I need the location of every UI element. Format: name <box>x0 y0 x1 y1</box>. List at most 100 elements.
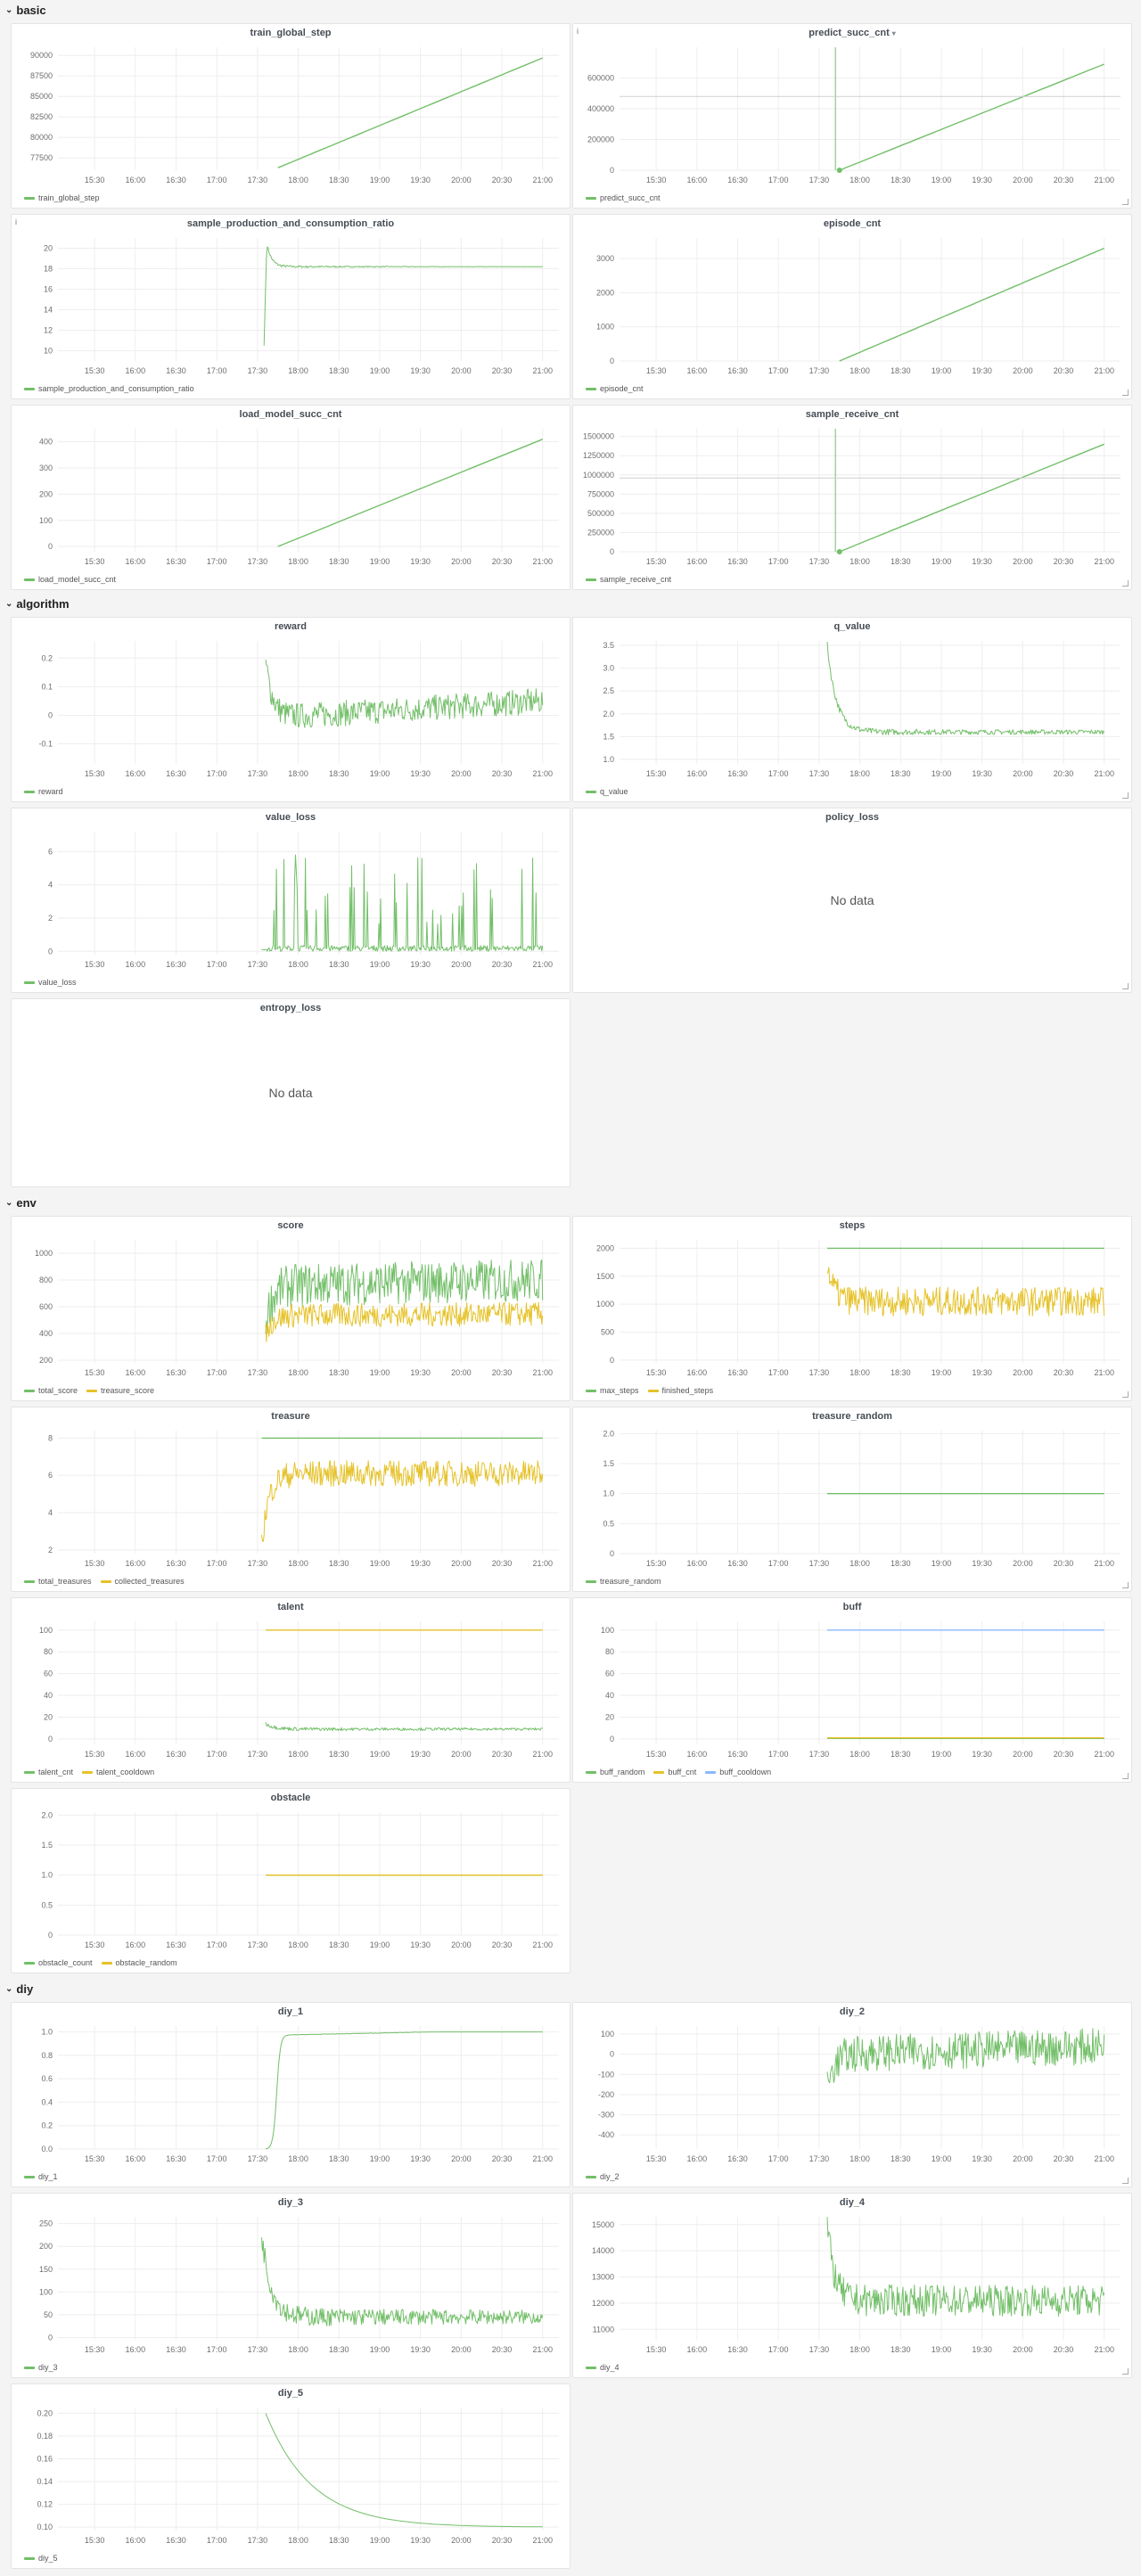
panel-title[interactable]: predict_succ_cnt ▾ <box>573 28 1131 42</box>
legend-item-reward[interactable]: reward <box>24 787 63 796</box>
chart-value_loss[interactable]: 6 4 2 0 15:30 16:00 16:30 17:00 17:30 18:00 18:30 1… <box>12 808 571 976</box>
legend-item-predict_succ_cnt[interactable]: predict_succ_cnt <box>586 193 661 202</box>
legend-item-diy_4[interactable]: diy_4 <box>586 2363 620 2372</box>
series-line-collected_treasures[interactable] <box>261 1460 544 1542</box>
panel-talent[interactable]: talent 100 80 60 40 20 0 15:30 16:00 16:30 17:00 17… <box>11 1597 570 1783</box>
chart-episode_cnt[interactable]: 3000 2000 1000 0 15:30 16:00 16:30 17:00 17:30 18… <box>573 215 1133 382</box>
series-line-predict_succ_cnt[interactable] <box>839 63 1104 171</box>
legend-item-train_global_step[interactable]: train_global_step <box>24 193 100 202</box>
panel-title[interactable]: value_loss <box>12 812 570 826</box>
panel-treasure[interactable]: treasure 8 6 4 2 15:30 16:00 16:30 17:00 17:30 18:… <box>11 1407 570 1592</box>
panel-title[interactable]: diy_1 <box>12 2006 570 2021</box>
panel-obstacle[interactable]: obstacle 2.0 1.5 1.0 0.5 0 15:30 16:00 16:30 17:0… <box>11 1788 570 1973</box>
panel-title[interactable]: load_model_succ_cnt <box>12 409 570 423</box>
legend-item-obstacle_random[interactable]: obstacle_random <box>101 1958 177 1967</box>
chart-diy_1[interactable]: 1.0 0.8 0.6 0.4 0.2 0.0 15:30 16:00 16:30 17:00 17… <box>12 2003 571 2170</box>
legend-item-diy_3[interactable]: diy_3 <box>24 2363 58 2372</box>
panel-q_value[interactable]: q_value 3.5 3.0 2.5 2.0 1.5 1.0 15:30 16:00 16:30… <box>572 617 1132 802</box>
series-line-value_loss[interactable] <box>261 854 544 952</box>
panel-reward[interactable]: reward 0.2 0.1 0 -0.1 15:30 16:00 16:30 17:00 17:… <box>11 617 570 802</box>
resize-handle-icon[interactable] <box>1122 1391 1129 1398</box>
panel-title[interactable]: score <box>12 1220 570 1235</box>
legend-item-collected_treasures[interactable]: collected_treasures <box>100 1577 185 1586</box>
panel-title[interactable]: reward <box>12 621 570 636</box>
panel-title[interactable]: sample_production_and_consumption_ratio <box>12 218 570 233</box>
series-line-treasure_score[interactable] <box>265 1301 544 1342</box>
chart-treasure[interactable]: 8 6 4 2 15:30 16:00 16:30 17:00 17:30 18:00 18:30 1… <box>12 1407 571 1575</box>
row-header-algorithm[interactable]: ⌄ algorithm <box>5 595 70 611</box>
legend-item-diy_1[interactable]: diy_1 <box>24 2172 58 2181</box>
resize-handle-icon[interactable] <box>1122 1582 1129 1588</box>
legend-item-sample_production_and_consumption_ratio[interactable]: sample_production_and_consumption_ratio <box>24 384 194 393</box>
legend-item-sample_receive_cnt[interactable]: sample_receive_cnt <box>586 575 671 584</box>
resize-handle-icon[interactable] <box>1122 2178 1129 2184</box>
legend-item-talent_cooldown[interactable]: talent_cooldown <box>82 1768 154 1776</box>
legend-item-episode_cnt[interactable]: episode_cnt <box>586 384 644 393</box>
legend-item-treasure_random[interactable]: treasure_random <box>586 1577 661 1586</box>
chart-q_value[interactable]: 3.5 3.0 2.5 2.0 1.5 1.0 15:30 16:00 16:30 17:00 17… <box>573 618 1133 785</box>
panel-sample_production_and_consumption_ratio[interactable]: sample_production_and_consumption_ratio i… <box>11 214 570 399</box>
panel-title[interactable]: buff <box>573 1602 1131 1616</box>
series-line-diy_4[interactable] <box>826 2217 1105 2318</box>
series-line-finished_steps[interactable] <box>826 1267 1105 1317</box>
panel-title[interactable]: entropy_loss <box>12 1003 570 1017</box>
series-line-q_value[interactable] <box>826 642 1105 735</box>
legend-item-finished_steps[interactable]: finished_steps <box>647 1386 713 1395</box>
panel-load_model_succ_cnt[interactable]: load_model_succ_cnt 400 300 200 100 0 15:30 16:… <box>11 405 570 590</box>
chart-treasure_random[interactable]: 2.0 1.5 1.0 0.5 0 15:30 16:00 16:30 17:00 17:30 18… <box>573 1407 1133 1575</box>
panel-predict_succ_cnt[interactable]: predict_succ_cnt ▾ i 600000 400000 200000 0 15:… <box>572 23 1132 209</box>
panel-score[interactable]: score 1000 800 600 400 200 15:30 16:00 16:30 17:0… <box>11 1216 570 1401</box>
chart-sample_receive_cnt[interactable]: 1500000 1250000 1000000 750000 500000 250000 0… <box>573 406 1133 573</box>
panel-policy_loss[interactable]: policy_loss No data <box>572 808 1132 993</box>
panel-sample_receive_cnt[interactable]: sample_receive_cnt 1500000 1250000 1000000 7… <box>572 405 1132 590</box>
chart-talent[interactable]: 100 80 60 40 20 0 15:30 16:00 16:30 17:00 17:30 18:… <box>12 1598 571 1766</box>
resize-handle-icon[interactable] <box>1122 983 1129 989</box>
resize-handle-icon[interactable] <box>1122 1773 1129 1779</box>
series-line-diy_5[interactable] <box>265 2413 543 2528</box>
panel-episode_cnt[interactable]: episode_cnt 3000 2000 1000 0 15:30 16:00 16:30 1… <box>572 214 1132 399</box>
panel-title[interactable]: sample_receive_cnt <box>573 409 1131 423</box>
resize-handle-icon[interactable] <box>1122 2368 1129 2375</box>
legend-item-buff_cooldown[interactable]: buff_cooldown <box>705 1768 771 1776</box>
legend-item-buff_cnt[interactable]: buff_cnt <box>653 1768 696 1776</box>
row-header-diy[interactable]: ⌄ diy <box>5 1981 33 1997</box>
legend-item-treasure_score[interactable]: treasure_score <box>86 1386 154 1395</box>
chart-predict_succ_cnt[interactable]: 600000 400000 200000 0 15:30 16:00 16:30 17:00 1… <box>573 24 1133 192</box>
panel-diy_2[interactable]: diy_2 100 0 -100 -200 -300 -400 15:30 16:00 16:30… <box>572 2002 1132 2187</box>
panel-title[interactable]: diy_5 <box>12 2388 570 2402</box>
chart-steps[interactable]: 2000 1500 1000 500 0 15:30 16:00 16:30 17:00 17:3… <box>573 1217 1133 1384</box>
panel-entropy_loss[interactable]: entropy_loss No data <box>11 998 570 1187</box>
panel-diy_5[interactable]: diy_5 0.20 0.18 0.16 0.14 0.12 0.10 15:30 16:00 1… <box>11 2383 570 2569</box>
series-line-talent_cnt[interactable] <box>265 1721 543 1732</box>
chart-diy_2[interactable]: 100 0 -100 -200 -300 -400 15:30 16:00 16:30 17:00… <box>573 2003 1133 2170</box>
series-line-episode_cnt[interactable] <box>839 247 1104 362</box>
legend-item-load_model_succ_cnt[interactable]: load_model_succ_cnt <box>24 575 116 584</box>
series-line-sample_receive_cnt[interactable] <box>839 443 1104 553</box>
chart-load_model_succ_cnt[interactable]: 400 300 200 100 0 15:30 16:00 16:30 17:00 17:30 18… <box>12 406 571 573</box>
resize-handle-icon[interactable] <box>1122 580 1129 587</box>
chart-diy_4[interactable]: 15000 14000 13000 12000 11000 15:30 16:00 16:30… <box>573 2194 1133 2361</box>
panel-treasure_random[interactable]: treasure_random 2.0 1.5 1.0 0.5 0 15:30 16:00 16… <box>572 1407 1132 1592</box>
legend-item-max_steps[interactable]: max_steps <box>586 1386 639 1395</box>
legend-item-diy_2[interactable]: diy_2 <box>586 2172 620 2181</box>
panel-title[interactable]: episode_cnt <box>573 218 1131 233</box>
legend-item-value_loss[interactable]: value_loss <box>24 978 77 987</box>
series-line-reward[interactable] <box>265 660 544 728</box>
series-line-sample_production_and_consumption_ratio[interactable] <box>263 246 543 346</box>
series-line-train_global_step[interactable] <box>277 57 543 168</box>
panel-diy_3[interactable]: diy_3 250 200 150 100 50 0 15:30 16:00 16:30 17:00… <box>11 2193 570 2378</box>
resize-handle-icon[interactable] <box>1122 390 1129 396</box>
panel-value_loss[interactable]: value_loss 6 4 2 0 15:30 16:00 16:30 17:00 17:30 1… <box>11 808 570 993</box>
chart-score[interactable]: 1000 800 600 400 200 15:30 16:00 16:30 17:00 17:3… <box>12 1217 571 1384</box>
resize-handle-icon[interactable] <box>1122 199 1129 205</box>
chart-sample_production_and_consumption_ratio[interactable]: 20 18 16 14 12 10 15:30 16:00 16:30 17:00 17:30 18:… <box>12 215 571 382</box>
panel-train_global_step[interactable]: train_global_step 90000 87500 85000 82500 800… <box>11 23 570 209</box>
panel-title[interactable]: talent <box>12 1602 570 1616</box>
legend-item-buff_random[interactable]: buff_random <box>586 1768 644 1776</box>
panel-title[interactable]: policy_loss <box>573 812 1131 826</box>
info-icon[interactable]: i <box>15 217 17 226</box>
panel-diy_4[interactable]: diy_4 15000 14000 13000 12000 11000 15:30 16:00… <box>572 2193 1132 2378</box>
legend-item-total_treasures[interactable]: total_treasures <box>24 1577 92 1586</box>
panel-title[interactable]: diy_2 <box>573 2006 1131 2021</box>
info-icon[interactable]: i <box>577 27 579 36</box>
